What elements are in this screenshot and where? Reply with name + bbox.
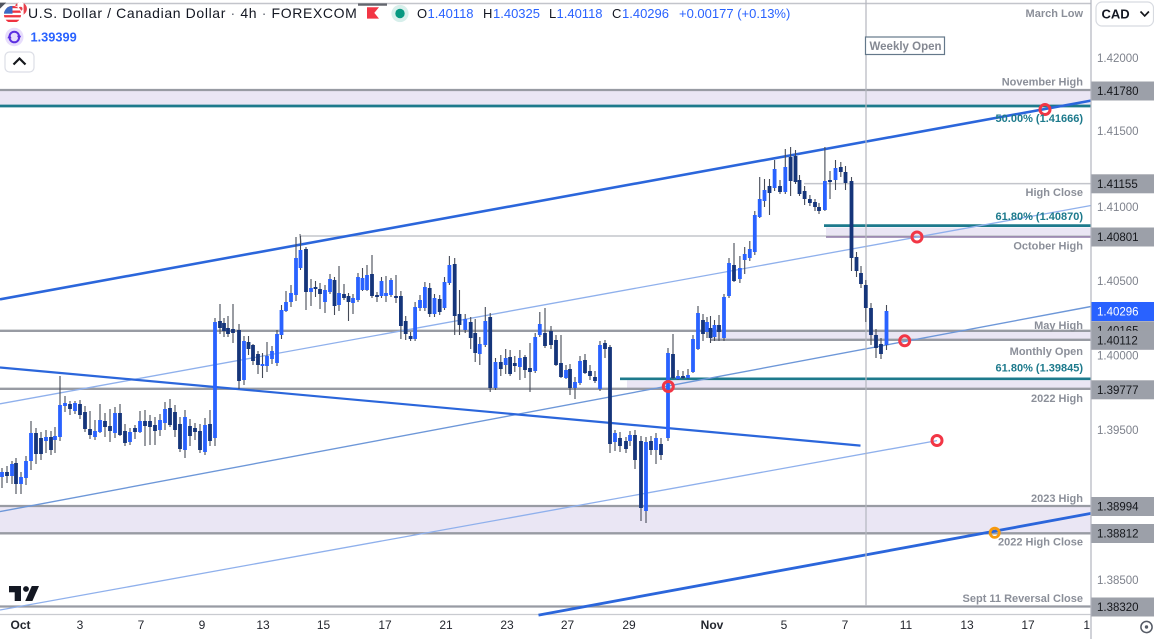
- svg-text:November High: November High: [1002, 77, 1084, 89]
- svg-text:7: 7: [842, 618, 849, 632]
- svg-text:March Low: March Low: [1026, 8, 1084, 20]
- svg-text:Nov: Nov: [701, 618, 724, 632]
- svg-text:61.80% (1.40870): 61.80% (1.40870): [996, 211, 1084, 223]
- svg-text:27: 27: [561, 618, 575, 632]
- svg-text:+0.00177 (+0.13%): +0.00177 (+0.13%): [679, 6, 790, 21]
- svg-text:2022 High: 2022 High: [1031, 393, 1083, 405]
- svg-text:29: 29: [622, 618, 636, 632]
- svg-text:1.40296: 1.40296: [1097, 307, 1139, 319]
- svg-text:O: O: [417, 6, 427, 21]
- svg-text:1.38994: 1.38994: [1097, 502, 1139, 514]
- svg-text:13: 13: [960, 618, 974, 632]
- svg-text:1.40000: 1.40000: [1097, 351, 1139, 363]
- svg-text:Sept 11 Reversal Close: Sept 11 Reversal Close: [963, 593, 1083, 605]
- svg-text:61.80% (1.39845): 61.80% (1.39845): [996, 363, 1084, 375]
- svg-text:1.40801: 1.40801: [1097, 232, 1139, 244]
- svg-text:May High: May High: [1034, 320, 1083, 332]
- svg-text:H: H: [483, 6, 492, 21]
- svg-text:11: 11: [900, 618, 913, 632]
- svg-text:1.38812: 1.38812: [1097, 529, 1139, 541]
- svg-text:2022 High Close: 2022 High Close: [998, 537, 1083, 549]
- svg-text:1.42000: 1.42000: [1097, 53, 1139, 65]
- svg-text:17: 17: [378, 618, 392, 632]
- svg-text:High Close: High Close: [1026, 187, 1083, 199]
- svg-text:7: 7: [138, 618, 145, 632]
- svg-text:1.39777: 1.39777: [1097, 385, 1139, 397]
- svg-text:3: 3: [77, 618, 84, 632]
- svg-text:CAD: CAD: [1102, 7, 1130, 22]
- svg-text:2023 High: 2023 High: [1031, 493, 1083, 505]
- svg-text:C: C: [612, 6, 621, 21]
- svg-text:Monthly Open: Monthly Open: [1010, 346, 1084, 358]
- svg-text:1.38320: 1.38320: [1097, 602, 1139, 614]
- svg-text:1.39500: 1.39500: [1097, 425, 1139, 437]
- svg-text:13: 13: [256, 618, 270, 632]
- svg-text:17: 17: [1021, 618, 1035, 632]
- svg-text:5: 5: [781, 618, 788, 632]
- svg-text:23: 23: [500, 618, 514, 632]
- svg-text:Weekly Open: Weekly Open: [870, 41, 942, 53]
- svg-text:1.41155: 1.41155: [1097, 179, 1138, 191]
- svg-text:1.40500: 1.40500: [1097, 276, 1139, 288]
- svg-text:October High: October High: [1013, 241, 1083, 253]
- svg-text:9: 9: [199, 618, 206, 632]
- svg-text:1.40296: 1.40296: [622, 6, 669, 21]
- svg-text:1.38500: 1.38500: [1097, 575, 1139, 587]
- svg-text:Oct: Oct: [10, 618, 30, 632]
- svg-text:1.41780: 1.41780: [1097, 86, 1139, 98]
- svg-text:L: L: [549, 6, 556, 21]
- svg-text:21: 21: [439, 618, 453, 632]
- svg-text:1.40325: 1.40325: [493, 6, 540, 21]
- svg-text:1.41500: 1.41500: [1097, 126, 1139, 138]
- svg-text:U.S. Dollar / Canadian Dollar: U.S. Dollar / Canadian Dollar · 4h · FOR…: [28, 5, 357, 21]
- svg-text:1.40118: 1.40118: [557, 6, 603, 21]
- svg-text:1.40112: 1.40112: [1097, 335, 1138, 347]
- svg-text:15: 15: [317, 618, 331, 632]
- svg-text:50.00% (1.41666): 50.00% (1.41666): [996, 113, 1084, 125]
- svg-text:1.41000: 1.41000: [1097, 202, 1139, 214]
- svg-text:1.40118: 1.40118: [428, 6, 474, 21]
- svg-text:1.39399: 1.39399: [31, 30, 77, 45]
